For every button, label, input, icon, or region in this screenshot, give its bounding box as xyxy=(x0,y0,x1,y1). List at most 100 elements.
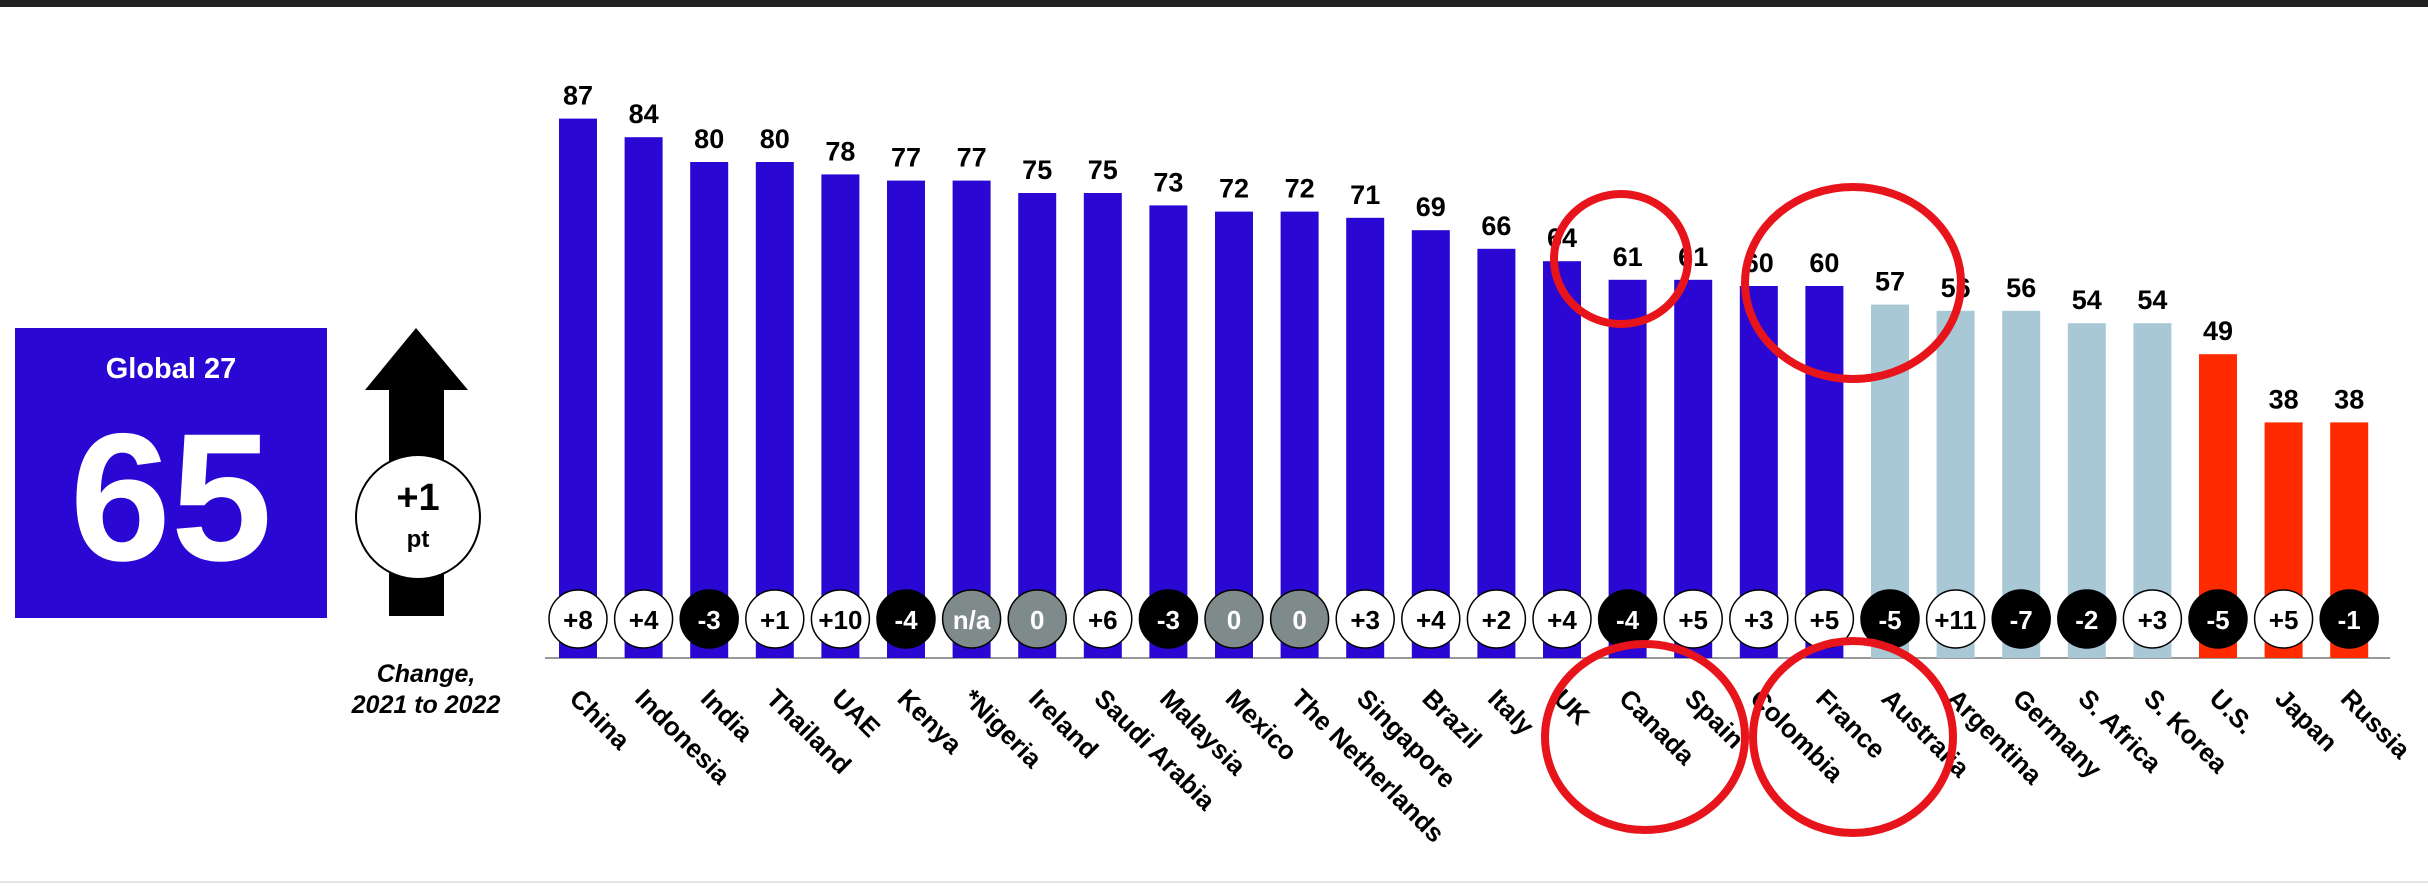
value-label: 80 xyxy=(694,124,724,154)
summary-value: 65 xyxy=(70,395,272,599)
summary-unit: pt xyxy=(407,526,430,553)
plot: 87+8China84+4Indonesia80-3India80+1Thail… xyxy=(545,81,2417,848)
change-badge xyxy=(2188,589,2248,649)
top-rule xyxy=(0,0,2428,7)
change-badge xyxy=(1729,589,1789,649)
highlight-circle xyxy=(1550,190,1692,328)
value-label: 77 xyxy=(891,143,921,173)
summary-label: Global 27 xyxy=(106,353,237,385)
x-tick-label: Russia xyxy=(2335,683,2417,765)
change-circle xyxy=(355,454,481,580)
change-badge xyxy=(941,589,1002,649)
bar xyxy=(1083,193,1122,658)
change-badge xyxy=(810,589,871,649)
value-label: 78 xyxy=(825,136,855,166)
value-label: 72 xyxy=(1285,174,1315,204)
change-badge xyxy=(1991,589,2051,649)
change-badge xyxy=(1532,589,1592,649)
x-tick-label: Kenya xyxy=(892,683,969,760)
value-label: 56 xyxy=(1941,273,1971,303)
change-badge xyxy=(1007,589,1067,649)
annotations xyxy=(1541,183,1965,837)
bar xyxy=(559,118,597,659)
change-badge xyxy=(876,589,936,649)
change-label: -5 xyxy=(2206,605,2229,635)
change-badge xyxy=(1204,589,1264,649)
change-label: +3 xyxy=(1744,605,1774,635)
value-label: 71 xyxy=(1350,180,1380,210)
bar xyxy=(1215,211,1253,658)
change-badge xyxy=(745,589,805,649)
bar xyxy=(690,162,729,658)
x-tick-label: U.S. xyxy=(2204,683,2261,740)
change-label: +4 xyxy=(1416,605,1446,635)
value-label: 61 xyxy=(1613,242,1643,272)
bar xyxy=(1411,230,1450,658)
change-badge xyxy=(2253,589,2314,649)
summary-change: +1 xyxy=(396,477,439,519)
bar xyxy=(624,137,663,658)
change-label: +10 xyxy=(818,605,862,635)
change-label: n/a xyxy=(953,605,991,635)
value-label: 75 xyxy=(1088,155,1118,185)
change-label: +5 xyxy=(1678,605,1708,635)
change-label: +8 xyxy=(563,605,593,635)
change-badge xyxy=(679,589,739,649)
change-badge xyxy=(613,589,674,649)
bar xyxy=(1149,205,1188,658)
change-badge xyxy=(2319,589,2379,649)
change-badge xyxy=(1925,589,1986,649)
change-badge xyxy=(1335,589,1395,649)
bar xyxy=(952,180,991,658)
value-label: 87 xyxy=(563,81,593,111)
bottom-rule xyxy=(0,881,2428,883)
highlight-circle xyxy=(1749,637,1957,837)
value-label: 38 xyxy=(2334,384,2364,414)
change-label: -4 xyxy=(1616,605,1640,635)
change-label: +3 xyxy=(1350,605,1380,635)
x-tick-label: China xyxy=(564,683,637,756)
x-tick-label: Italy xyxy=(1482,683,1540,741)
change-badge xyxy=(1269,589,1330,649)
value-label: 56 xyxy=(2006,273,2036,303)
change-label: -3 xyxy=(698,605,721,635)
value-label: 75 xyxy=(1022,155,1052,185)
value-label: 54 xyxy=(2072,285,2102,315)
summary-box xyxy=(15,328,327,618)
value-label: 69 xyxy=(1416,192,1446,222)
value-label: 60 xyxy=(1809,248,1839,278)
caption: 2021 to 2022 xyxy=(351,691,501,719)
change-label: 0 xyxy=(1030,605,1044,635)
x-tick-label: UAE xyxy=(826,683,886,743)
value-label: 54 xyxy=(2137,285,2167,315)
change-badge xyxy=(548,589,608,649)
x-tick-label: Japan xyxy=(2269,683,2343,757)
value-label: 61 xyxy=(1678,242,1708,272)
change-label: -5 xyxy=(1878,605,1901,635)
change-label: -7 xyxy=(2010,605,2033,635)
bar xyxy=(1018,193,1057,658)
change-label: -1 xyxy=(2338,605,2361,635)
value-label: 73 xyxy=(1153,167,1183,197)
change-badge xyxy=(2122,589,2183,649)
bar xyxy=(755,162,794,658)
value-label: 72 xyxy=(1219,174,1249,204)
change-badge xyxy=(1401,589,1461,649)
value-label: 84 xyxy=(629,99,659,129)
bar xyxy=(887,180,925,658)
change-badge xyxy=(2057,589,2117,649)
change-label: -4 xyxy=(894,605,918,635)
change-label: +4 xyxy=(1547,605,1577,635)
value-label: 66 xyxy=(1481,211,1511,241)
highlight-circle xyxy=(1541,640,1749,834)
change-label: +1 xyxy=(760,605,790,635)
change-label: -3 xyxy=(1157,605,1180,635)
change-label: +11 xyxy=(1934,605,1977,635)
change-label: +3 xyxy=(2138,605,2168,635)
change-label: +6 xyxy=(1088,605,1118,635)
value-label: 49 xyxy=(2203,316,2233,346)
highlight-circle xyxy=(1741,183,1965,383)
bar xyxy=(821,174,860,658)
change-label: +2 xyxy=(1482,605,1512,635)
